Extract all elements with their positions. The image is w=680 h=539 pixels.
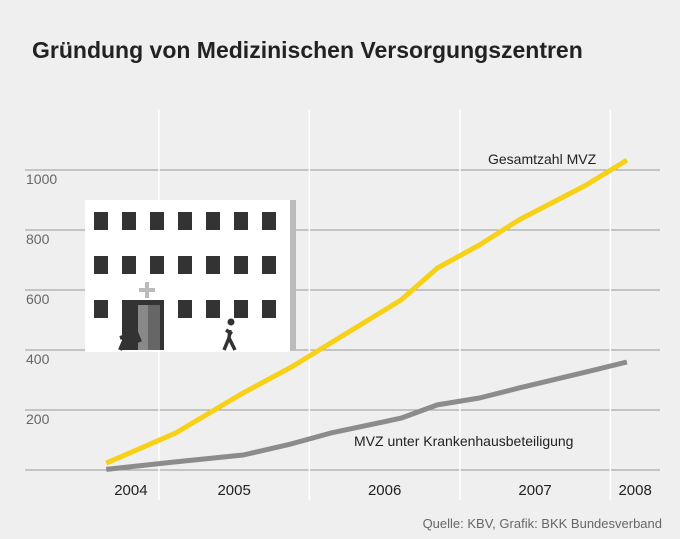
data-line xyxy=(105,157,629,466)
x-tick-label: 2004 xyxy=(114,482,147,499)
y-tick-label: 400 xyxy=(26,351,50,367)
y-tick-label: 200 xyxy=(26,411,50,427)
y-tick-label: 800 xyxy=(26,231,50,247)
y-tick-label: 1000 xyxy=(26,171,57,187)
data-line xyxy=(106,359,628,472)
y-tick-label: 600 xyxy=(26,291,50,307)
building xyxy=(85,200,296,352)
x-tick-label: 2008 xyxy=(618,482,651,499)
source: Quelle: KBV, Grafik: BKK Bundesverband xyxy=(423,516,662,531)
series-label: Gesamtzahl MVZ xyxy=(488,151,597,167)
chart-title: Gründung von Medizinischen Versorgungsze… xyxy=(32,37,583,63)
x-tick-label: 2005 xyxy=(217,482,250,499)
x-tick-label: 2007 xyxy=(518,482,551,499)
x-tick-label: 2006 xyxy=(368,482,401,499)
series-label: MVZ unter Krankenhausbeteiligung xyxy=(354,433,573,449)
